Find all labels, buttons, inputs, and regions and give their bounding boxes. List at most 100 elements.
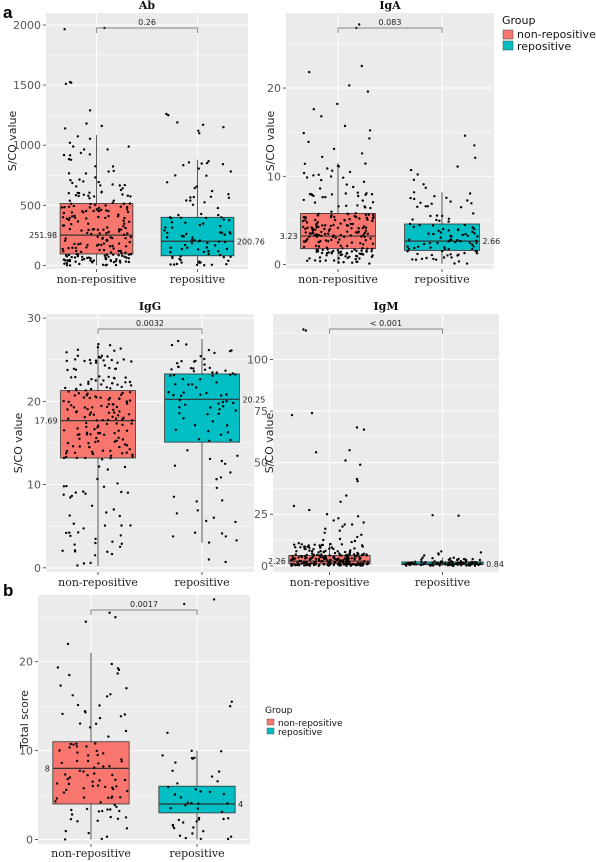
data-point xyxy=(65,531,68,535)
data-point xyxy=(420,558,423,561)
data-point xyxy=(313,561,317,564)
y-tick-label: 0 xyxy=(26,834,33,847)
data-point xyxy=(128,202,132,205)
data-point xyxy=(206,413,209,416)
data-point xyxy=(321,155,324,159)
data-point xyxy=(354,212,357,215)
data-point xyxy=(65,217,69,220)
data-point xyxy=(72,204,76,208)
data-point xyxy=(69,158,73,161)
data-point xyxy=(320,115,323,118)
data-point xyxy=(198,132,201,135)
data-point xyxy=(416,245,420,248)
data-point xyxy=(96,819,99,822)
data-point xyxy=(186,449,189,452)
data-point xyxy=(424,186,427,189)
data-point xyxy=(305,176,309,179)
data-point xyxy=(332,249,335,253)
data-point xyxy=(127,145,130,148)
data-point xyxy=(185,232,188,236)
data-point xyxy=(203,264,206,267)
data-point xyxy=(217,250,220,253)
data-point xyxy=(106,550,109,553)
data-point xyxy=(435,258,438,261)
data-point xyxy=(129,195,132,198)
data-point xyxy=(105,695,109,698)
data-point xyxy=(165,181,169,184)
data-point xyxy=(346,560,350,563)
data-point xyxy=(313,201,317,204)
data-point xyxy=(308,70,311,74)
data-point xyxy=(73,451,77,454)
data-point xyxy=(174,174,177,177)
data-point xyxy=(75,410,79,413)
data-point xyxy=(82,148,86,151)
data-point xyxy=(61,712,64,716)
data-point xyxy=(96,784,100,787)
data-point xyxy=(202,830,205,833)
data-point xyxy=(119,347,122,350)
data-point xyxy=(67,400,70,404)
data-point xyxy=(111,540,114,543)
data-point xyxy=(344,255,347,258)
data-point xyxy=(404,562,407,566)
data-point xyxy=(431,514,434,517)
data-point xyxy=(220,231,224,234)
data-point xyxy=(74,368,78,371)
data-point xyxy=(217,240,221,243)
data-point xyxy=(229,471,232,474)
data-point xyxy=(468,241,471,244)
data-point xyxy=(171,823,174,827)
data-point xyxy=(91,450,94,454)
data-point xyxy=(224,369,227,372)
data-point xyxy=(452,556,455,559)
data-point xyxy=(76,220,80,223)
data-point xyxy=(228,231,231,234)
median-label: 4 xyxy=(238,800,243,809)
data-point xyxy=(341,525,344,528)
data-point xyxy=(110,552,114,556)
data-point xyxy=(345,553,349,557)
data-point xyxy=(123,183,127,187)
data-point xyxy=(466,199,469,202)
data-point xyxy=(364,226,368,229)
data-point xyxy=(361,564,364,567)
data-point xyxy=(189,199,192,202)
data-point xyxy=(67,172,71,175)
data-point xyxy=(350,241,354,244)
data-point xyxy=(79,383,82,386)
data-point xyxy=(228,219,231,222)
data-point xyxy=(89,411,93,414)
data-point xyxy=(107,255,110,258)
data-point xyxy=(96,228,100,231)
data-point xyxy=(78,433,81,436)
data-point xyxy=(209,406,212,409)
data-point xyxy=(356,480,359,483)
data-point xyxy=(70,215,74,218)
data-point xyxy=(222,218,225,221)
data-point xyxy=(99,396,102,399)
data-point xyxy=(306,259,309,262)
data-point xyxy=(83,359,86,363)
data-point xyxy=(65,262,69,265)
data-point xyxy=(342,235,346,239)
data-point xyxy=(109,808,112,811)
data-point xyxy=(317,225,320,229)
data-point xyxy=(324,549,327,553)
data-point xyxy=(125,444,129,447)
data-point xyxy=(363,205,366,208)
data-point xyxy=(408,563,411,566)
data-point xyxy=(308,564,311,567)
data-point xyxy=(86,243,89,247)
data-point xyxy=(61,247,64,251)
data-point xyxy=(309,562,312,565)
data-point xyxy=(184,804,187,807)
data-point xyxy=(76,703,80,707)
data-point xyxy=(107,230,111,234)
data-point xyxy=(89,362,92,365)
data-point xyxy=(66,417,70,420)
data-point xyxy=(304,557,307,560)
data-point xyxy=(98,232,101,235)
data-point xyxy=(123,222,126,225)
data-point xyxy=(117,254,120,257)
